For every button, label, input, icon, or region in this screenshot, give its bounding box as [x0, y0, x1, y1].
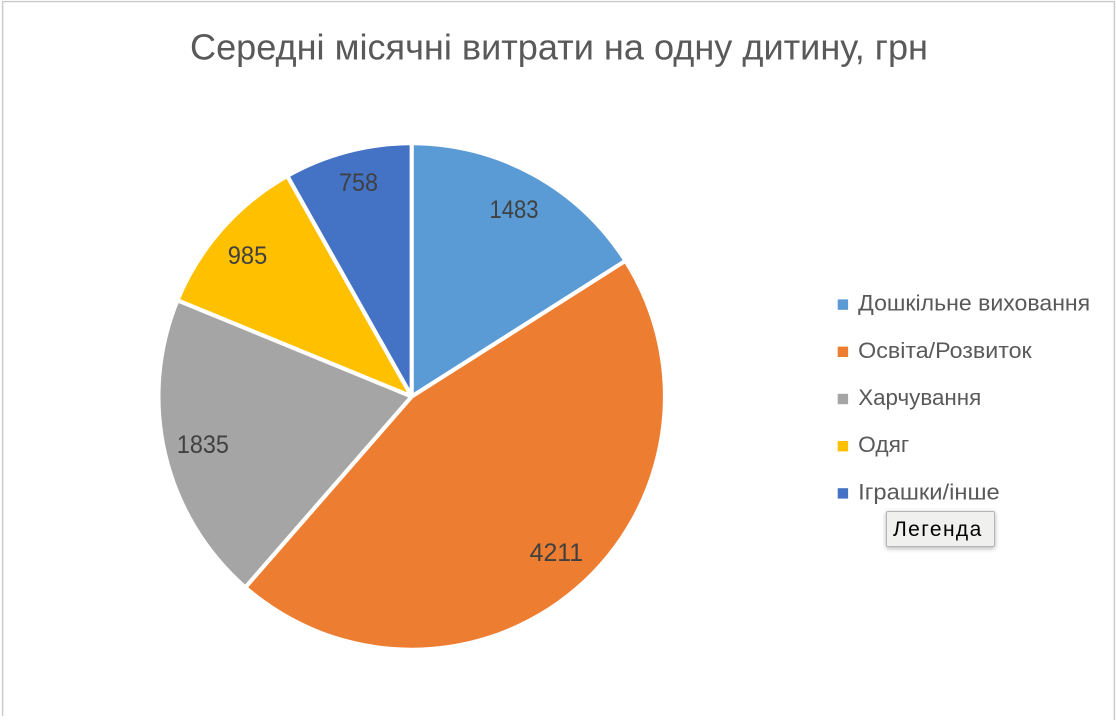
- svg-text:Одяг: Одяг: [858, 432, 909, 457]
- svg-text:1483: 1483: [490, 196, 539, 224]
- svg-text:Дошкільне виховання: Дошкільне виховання: [858, 291, 1090, 316]
- svg-text:1835: 1835: [177, 431, 229, 459]
- svg-text:Іграшки/інше: Іграшки/інше: [858, 479, 1000, 504]
- svg-text:4211: 4211: [530, 539, 584, 567]
- svg-text:985: 985: [228, 242, 268, 270]
- svg-text:Харчування: Харчування: [858, 385, 981, 410]
- svg-text:Освіта/Розвиток: Освіта/Розвиток: [858, 338, 1032, 363]
- svg-text:758: 758: [339, 169, 378, 197]
- svg-text:Середні місячні витрати на одн: Середні місячні витрати на одну дитину, …: [190, 27, 928, 68]
